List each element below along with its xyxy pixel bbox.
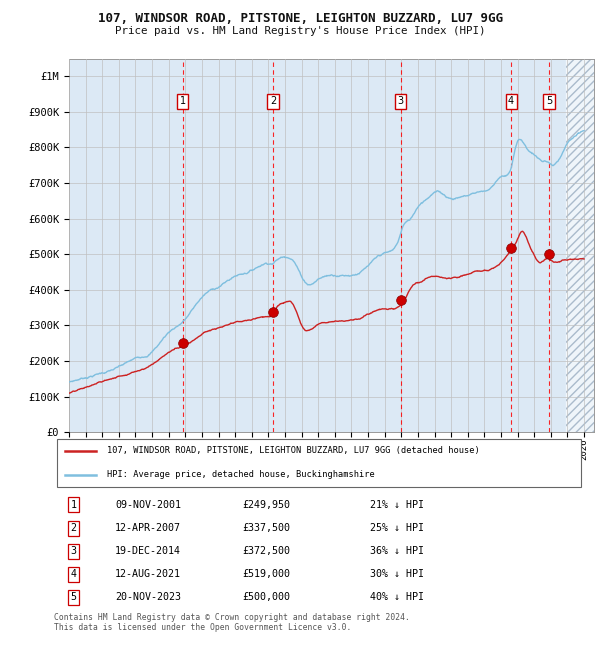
Text: Contains HM Land Registry data © Crown copyright and database right 2024.
This d: Contains HM Land Registry data © Crown c… — [54, 613, 410, 632]
Text: £337,500: £337,500 — [242, 523, 290, 533]
Text: 1: 1 — [180, 96, 186, 106]
Text: 30% ↓ HPI: 30% ↓ HPI — [370, 569, 424, 579]
Text: 36% ↓ HPI: 36% ↓ HPI — [370, 546, 424, 556]
Text: 25% ↓ HPI: 25% ↓ HPI — [370, 523, 424, 533]
Text: 2: 2 — [71, 523, 77, 533]
Text: 4: 4 — [71, 569, 77, 579]
Text: 5: 5 — [546, 96, 552, 106]
Text: Price paid vs. HM Land Registry's House Price Index (HPI): Price paid vs. HM Land Registry's House … — [115, 26, 485, 36]
Text: £519,000: £519,000 — [242, 569, 290, 579]
Text: 3: 3 — [71, 546, 77, 556]
Text: 4: 4 — [508, 96, 514, 106]
Text: 5: 5 — [71, 593, 77, 603]
Text: 09-NOV-2001: 09-NOV-2001 — [115, 500, 181, 510]
Text: 21% ↓ HPI: 21% ↓ HPI — [370, 500, 424, 510]
Bar — [566, 58, 594, 432]
Text: £500,000: £500,000 — [242, 593, 290, 603]
Bar — [566, 58, 594, 432]
FancyBboxPatch shape — [56, 439, 581, 487]
Text: £372,500: £372,500 — [242, 546, 290, 556]
Text: 19-DEC-2014: 19-DEC-2014 — [115, 546, 181, 556]
Text: 107, WINDSOR ROAD, PITSTONE, LEIGHTON BUZZARD, LU7 9GG (detached house): 107, WINDSOR ROAD, PITSTONE, LEIGHTON BU… — [107, 447, 480, 456]
Text: 2: 2 — [270, 96, 276, 106]
Text: 1: 1 — [71, 500, 77, 510]
Text: 40% ↓ HPI: 40% ↓ HPI — [370, 593, 424, 603]
Text: £249,950: £249,950 — [242, 500, 290, 510]
Text: 20-NOV-2023: 20-NOV-2023 — [115, 593, 181, 603]
Text: 3: 3 — [398, 96, 404, 106]
Text: 12-APR-2007: 12-APR-2007 — [115, 523, 181, 533]
Text: 107, WINDSOR ROAD, PITSTONE, LEIGHTON BUZZARD, LU7 9GG: 107, WINDSOR ROAD, PITSTONE, LEIGHTON BU… — [97, 12, 503, 25]
Text: HPI: Average price, detached house, Buckinghamshire: HPI: Average price, detached house, Buck… — [107, 470, 375, 479]
Text: 12-AUG-2021: 12-AUG-2021 — [115, 569, 181, 579]
